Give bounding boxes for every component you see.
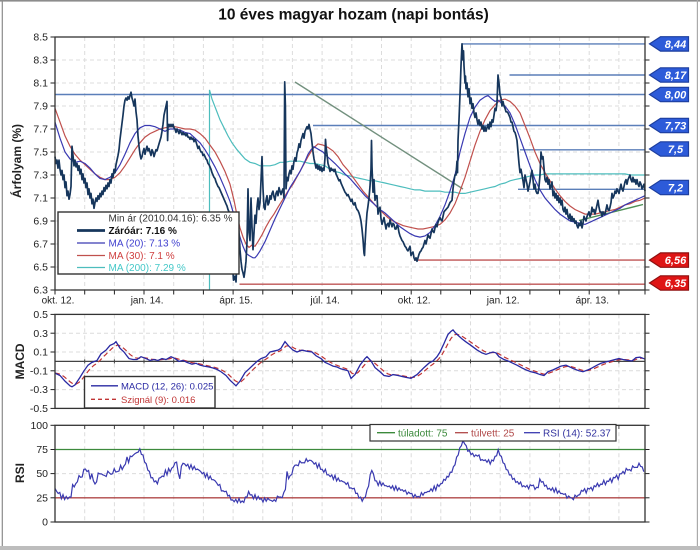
svg-text:6,56: 6,56 xyxy=(665,255,687,267)
svg-text:7.5: 7.5 xyxy=(33,147,48,159)
svg-text:6.3: 6.3 xyxy=(33,285,48,297)
svg-text:Szignál (9): 0.016: Szignál (9): 0.016 xyxy=(121,395,195,406)
svg-text:100: 100 xyxy=(30,420,48,432)
svg-text:jan. 14.: jan. 14. xyxy=(130,296,164,307)
svg-text:50: 50 xyxy=(36,468,48,480)
svg-text:-0.1: -0.1 xyxy=(30,365,48,377)
svg-text:6.9: 6.9 xyxy=(33,216,48,228)
svg-text:MA (20): 7.13 %: MA (20): 7.13 % xyxy=(109,239,181,250)
svg-text:ápr. 13.: ápr. 13. xyxy=(576,296,609,307)
svg-text:7.9: 7.9 xyxy=(33,101,48,113)
svg-text:7,73: 7,73 xyxy=(665,120,686,132)
svg-text:ápr. 15.: ápr. 15. xyxy=(219,296,252,307)
svg-text:7.1: 7.1 xyxy=(33,193,48,205)
svg-text:8.3: 8.3 xyxy=(33,55,48,67)
svg-text:MACD: MACD xyxy=(13,343,27,379)
svg-text:6.5: 6.5 xyxy=(33,262,48,274)
svg-text:RSI: RSI xyxy=(13,463,27,483)
svg-text:okt. 12.: okt. 12. xyxy=(398,296,431,307)
svg-text:0.5: 0.5 xyxy=(33,309,48,321)
svg-text:8,44: 8,44 xyxy=(665,39,686,51)
svg-text:25: 25 xyxy=(36,492,48,504)
svg-text:8,00: 8,00 xyxy=(665,89,687,101)
svg-text:8,17: 8,17 xyxy=(665,70,687,82)
svg-text:jan. 12.: jan. 12. xyxy=(486,296,520,307)
svg-text:RSI (14): 52.37: RSI (14): 52.37 xyxy=(543,429,611,440)
svg-text:túlvett: 25: túlvett: 25 xyxy=(471,429,515,440)
svg-text:7.7: 7.7 xyxy=(33,124,48,136)
svg-text:júl. 14.: júl. 14. xyxy=(309,296,339,307)
svg-text:okt. 12.: okt. 12. xyxy=(42,296,75,307)
svg-text:0: 0 xyxy=(42,517,48,529)
svg-text:8.5: 8.5 xyxy=(33,32,48,44)
svg-text:7,5: 7,5 xyxy=(668,144,684,156)
svg-text:7,2: 7,2 xyxy=(668,182,683,194)
svg-text:Árfolyam (%): Árfolyam (%) xyxy=(9,124,24,198)
svg-text:MA (200): 7.29 %: MA (200): 7.29 % xyxy=(109,263,186,274)
svg-text:0.3: 0.3 xyxy=(33,328,48,340)
svg-text:0.1: 0.1 xyxy=(33,347,48,359)
svg-text:6.7: 6.7 xyxy=(33,239,48,251)
svg-text:túladott: 75: túladott: 75 xyxy=(398,429,448,440)
svg-text:10 éves magyar hozam (napi bon: 10 éves magyar hozam (napi bontás) xyxy=(218,7,488,24)
svg-text:MACD (12, 26): 0.025: MACD (12, 26): 0.025 xyxy=(121,381,213,392)
svg-text:75: 75 xyxy=(36,444,48,456)
svg-text:Záróár: 7.16 %: Záróár: 7.16 % xyxy=(109,226,177,237)
svg-text:6,35: 6,35 xyxy=(665,278,687,290)
svg-text:7.3: 7.3 xyxy=(33,170,48,182)
svg-text:-0.3: -0.3 xyxy=(30,384,48,396)
svg-text:-0.5: -0.5 xyxy=(30,403,48,415)
svg-text:8.1: 8.1 xyxy=(33,78,48,90)
svg-text:Min ár (2010.04.16): 6.35 %: Min ár (2010.04.16): 6.35 % xyxy=(109,214,233,225)
svg-text:MA (30): 7.1 %: MA (30): 7.1 % xyxy=(109,251,175,262)
